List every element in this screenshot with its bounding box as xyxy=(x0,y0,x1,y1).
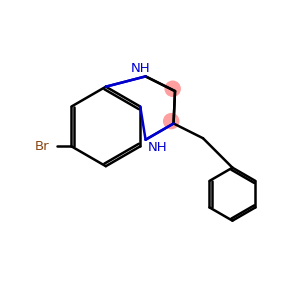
Circle shape xyxy=(164,80,181,97)
Text: NH: NH xyxy=(130,61,150,75)
Circle shape xyxy=(163,113,179,129)
Text: Br: Br xyxy=(35,140,49,153)
Text: NH: NH xyxy=(148,141,168,154)
